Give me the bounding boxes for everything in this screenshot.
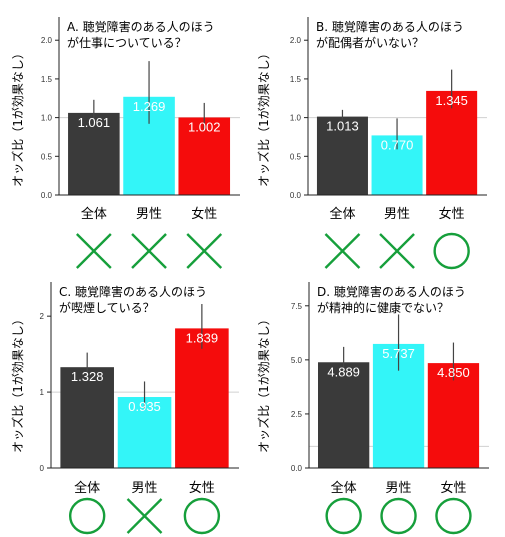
- category-label-male: 男性: [386, 481, 412, 496]
- y-tick-label: 1: [40, 388, 45, 397]
- cross-stroke: [186, 233, 223, 269]
- cross-stroke: [75, 233, 112, 269]
- circle-stroke: [380, 497, 417, 535]
- y-tick-label: 5.0: [291, 356, 303, 365]
- category-label-female: 女性: [440, 480, 466, 496]
- chart-title-line: C. 聴覚障害のある人のほう: [59, 284, 207, 299]
- y-tick-label: 2.0: [290, 36, 302, 45]
- chart-panel-c: 1.328 0.935 1.839 0 1 2 オッズ比（1が効果なし） C. 聴覚障害のある…: [10, 282, 239, 535]
- y-tick-label: 2.0: [41, 36, 53, 45]
- circle-stroke: [68, 497, 106, 535]
- bar-male: [117, 397, 172, 468]
- cross-stroke: [131, 233, 167, 269]
- circle-stroke: [435, 497, 472, 535]
- y-tick-label: 0.0: [291, 464, 303, 473]
- value-label-female: 1.345: [435, 93, 468, 108]
- category-label-all: 全体: [74, 480, 100, 496]
- category-label-female: 女性: [191, 206, 217, 222]
- category-label-all: 全体: [329, 206, 355, 222]
- y-tick-label: 1.5: [41, 75, 53, 84]
- circle-stroke: [433, 232, 470, 270]
- bar-all: [60, 367, 114, 468]
- value-label-female: 1.839: [186, 330, 219, 345]
- category-label-all: 全体: [81, 206, 107, 222]
- cross-mark-icon: ×: [324, 233, 361, 269]
- circle-stroke: [325, 497, 362, 535]
- bar-female: [178, 117, 231, 195]
- bar-female: [427, 363, 480, 468]
- bar-all: [318, 362, 370, 468]
- category-label-male: 男性: [384, 207, 410, 222]
- category-label-female: 女性: [439, 206, 465, 222]
- chart-title-line: B. 聴覚障害のある人のほう: [316, 19, 464, 34]
- chart-panel-d: 4.889 5.737 4.850 0.0 2.5 5.0 7.5 オッズ比（1が効果なし） D…: [256, 282, 489, 535]
- y-tick-label: 0.5: [41, 152, 53, 161]
- value-label-female: 4.850: [437, 365, 470, 380]
- chart-panel-b: 1.013 0.770 1.345 0.0 0.5 1.0 1.5 2.0 オッズ比（1が効果な…: [256, 17, 487, 270]
- category-label-male: 男性: [132, 481, 158, 496]
- value-label-all: 1.328: [71, 369, 104, 384]
- chart-title-line: が喫煙している？: [59, 300, 155, 315]
- bar-female: [175, 328, 229, 468]
- value-label-all: 1.013: [326, 119, 359, 134]
- value-label-male: 5.737: [382, 346, 415, 361]
- chart-title-line: が配偶者がいない？: [316, 35, 424, 50]
- y-tick-label: 0: [40, 464, 45, 473]
- circle-mark-icon: ○: [435, 497, 472, 535]
- cross-mark-icon: ×: [75, 233, 112, 269]
- cross-mark-icon: ×: [379, 233, 415, 269]
- circle-mark-icon: ○: [433, 232, 470, 270]
- cross-mark-icon: ×: [131, 233, 167, 269]
- value-label-male: 1.269: [133, 99, 166, 114]
- y-axis-label: オッズ比（1が効果なし）: [10, 47, 25, 187]
- y-tick-label: 1.0: [41, 114, 53, 123]
- cross-mark-icon: ×: [186, 233, 223, 269]
- value-label-all: 1.061: [78, 115, 111, 130]
- category-label-female: 女性: [189, 480, 215, 496]
- cross-stroke: [126, 498, 163, 534]
- y-tick-label: 1.0: [290, 114, 302, 123]
- cross-stroke: [379, 233, 415, 269]
- circle-mark-icon: ○: [325, 497, 362, 535]
- y-tick-label: 1.5: [290, 75, 302, 84]
- y-tick-label: 7.5: [291, 302, 303, 311]
- category-label-male: 男性: [136, 207, 162, 222]
- circle-stroke: [183, 497, 221, 535]
- y-axis-label: オッズ比（1が効果なし）: [256, 313, 271, 453]
- y-tick-label: 2: [40, 312, 45, 321]
- cross-mark-icon: ×: [126, 498, 163, 534]
- circle-mark-icon: ○: [380, 497, 417, 535]
- bar-all: [316, 116, 368, 195]
- value-label-male: 0.935: [128, 399, 161, 414]
- y-tick-label: 0.0: [290, 191, 302, 200]
- cross-stroke: [324, 233, 361, 269]
- y-tick-label: 0.5: [290, 152, 302, 161]
- circle-mark-icon: ○: [183, 497, 221, 535]
- circle-mark-icon: ○: [68, 497, 106, 535]
- chart-title-line: が仕事についている？: [67, 35, 187, 50]
- value-label-female: 1.002: [188, 119, 221, 134]
- bar-all: [68, 112, 120, 195]
- value-label-male: 0.770: [381, 137, 414, 152]
- chart-title-line: D. 聴覚障害のある人のほう: [317, 284, 466, 299]
- y-axis-label: オッズ比（1が効果なし）: [256, 47, 271, 187]
- category-label-all: 全体: [331, 480, 357, 496]
- chart-title-line: A. 聴覚障害のある人のほう: [67, 19, 215, 34]
- y-tick-label: 2.5: [291, 410, 303, 419]
- y-tick-label: 0.0: [41, 191, 53, 200]
- y-axis-label: オッズ比（1が効果なし）: [10, 313, 25, 453]
- value-label-all: 4.889: [327, 364, 360, 379]
- chart-title-line: が精神的に健康でない？: [317, 300, 449, 315]
- chart-panel-a: 1.061 1.269 1.002 0.0 0.5 1.0 1.5 2.0 オッズ比（1が効果な…: [10, 17, 240, 269]
